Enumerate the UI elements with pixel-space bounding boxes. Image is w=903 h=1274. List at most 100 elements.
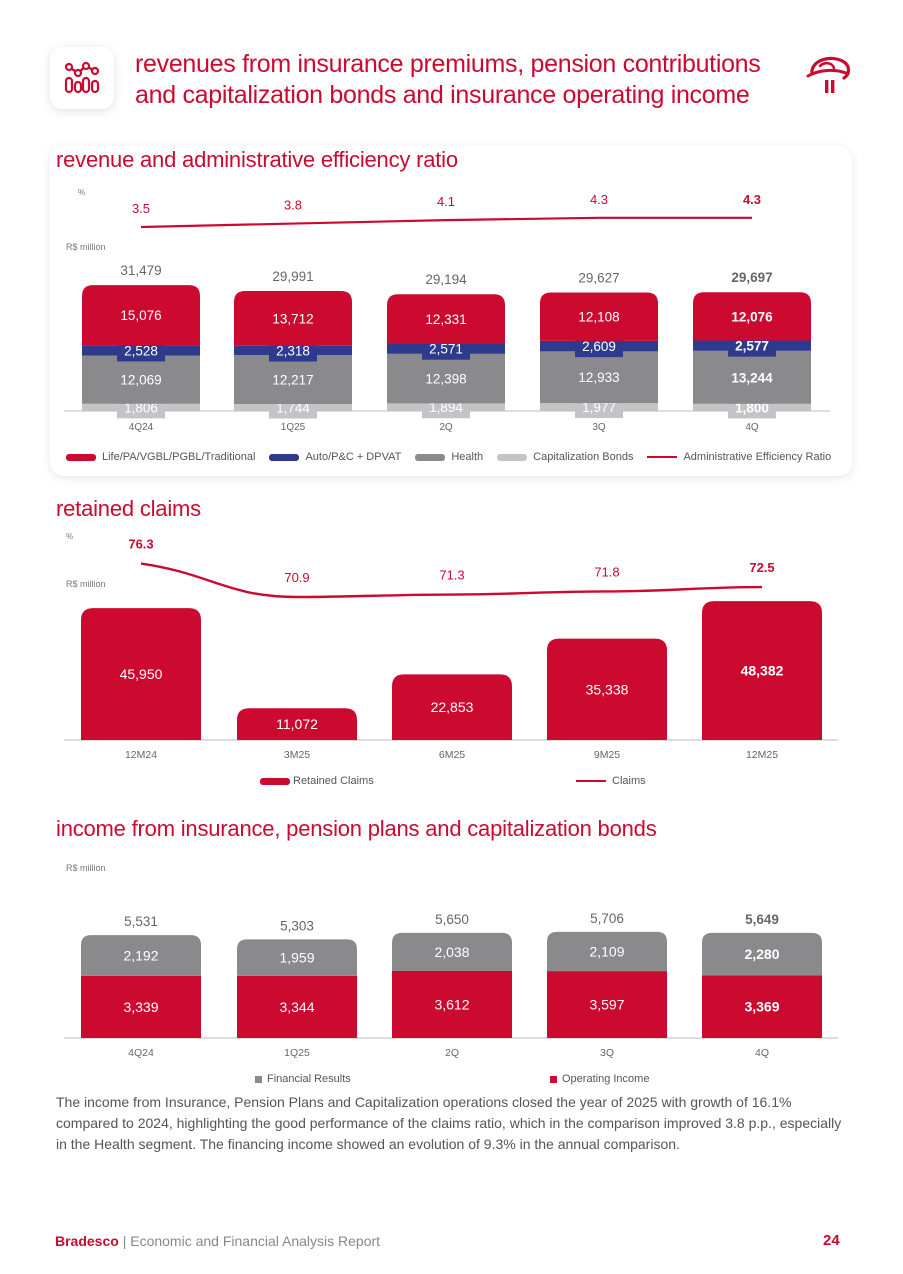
chart2-category-label: 9M25	[594, 749, 620, 761]
chart3-bar-segment	[237, 939, 357, 976]
chart1-segment-label: 12,108	[578, 310, 619, 325]
chart2-title: retained claims	[56, 496, 201, 521]
chart1-segment-label: 2,318	[276, 344, 310, 359]
footer-brand-name: Bradesco	[55, 1233, 119, 1249]
chart2-bar-label: 48,382	[741, 663, 784, 679]
chart3-category-label: 2Q	[445, 1047, 459, 1059]
chart2-bar-label: 35,338	[586, 681, 629, 697]
legend-swatch-auto	[269, 453, 300, 461]
chart3-bar-segment	[702, 932, 822, 976]
chart3-category-label: 4Q24	[128, 1047, 154, 1059]
chart1-efficiency-label: 4.3	[743, 192, 761, 207]
chart3-title: income from insurance, pension plans and…	[56, 816, 657, 841]
chart3-bar-segment	[547, 931, 667, 972]
chart1-efficiency-label: 3.8	[284, 198, 302, 213]
chart1-segment-label: 12,076	[731, 309, 773, 324]
legend-swatch-life	[66, 453, 96, 461]
chart1-bar-segment	[82, 285, 200, 346]
chart2-bar-unit: R$ million	[66, 579, 106, 589]
chart3-category-label: 1Q25	[284, 1047, 310, 1059]
chart1-total-label: 29,697	[731, 270, 772, 285]
legend-operating: Operating Income	[562, 1073, 650, 1085]
revenue-efficiency-chart: % R$ million 1,806 12,069 2,528 15,076 31,479 4…	[64, 188, 830, 433]
chart1-line-unit: %	[78, 188, 85, 197]
legend-health: Health	[451, 451, 484, 463]
legend-efficiency: Administrative Efficiency Ratio	[683, 451, 832, 463]
chart1-segment-label: 13,244	[731, 370, 773, 385]
chart3-total-label: 5,649	[745, 912, 779, 927]
chart2-bar	[547, 638, 667, 740]
retained-claims-chart: % R$ million 45,950 12M24 11,072 3M25 22,853 6M…	[64, 532, 838, 761]
chart2-claims-label: 72.5	[749, 560, 774, 575]
chart2-claims-label: 76.3	[128, 537, 153, 552]
chart3-total-label: 5,650	[435, 912, 469, 927]
chart2-bar	[237, 708, 357, 740]
footer-report-name: Economic and Financial Analysis Report	[130, 1233, 381, 1249]
legend-auto: Auto/P&C + DPVAT	[305, 451, 402, 463]
chart1-category-label: 3Q	[592, 422, 606, 433]
chart1-segment-label: 1,894	[429, 400, 463, 415]
chart1-segment-label: 12,933	[578, 370, 619, 385]
chart3-total-label: 5,531	[124, 914, 158, 929]
chart3-total-label: 5,303	[280, 918, 314, 933]
chart2-claims-label: 71.8	[594, 564, 619, 579]
chart1-efficiency-label: 4.1	[437, 194, 455, 209]
chart1-bar-segment	[693, 292, 811, 341]
chart1-legend: Life/PA/VGBL/PGBL/Traditional Auto/P&C +…	[66, 451, 831, 463]
chart3-segment-label: 2,038	[434, 944, 469, 960]
chart2-bar-label: 11,072	[276, 716, 318, 732]
chart2-category-label: 3M25	[284, 749, 310, 761]
chart1-total-label: 31,479	[120, 263, 161, 278]
chart1-total-label: 29,991	[272, 269, 313, 284]
chart3-bar-segment	[392, 932, 512, 971]
legend-claims: Claims	[612, 775, 646, 787]
chart3-bar-segment	[702, 975, 822, 1038]
chart3-bar-segment	[547, 971, 667, 1038]
chart1-bar-segment	[540, 292, 658, 341]
chart3-segment-label: 2,109	[589, 943, 624, 959]
chart2-category-label: 6M25	[439, 749, 465, 761]
chart3-total-label: 5,706	[590, 911, 624, 926]
chart3-bar-segment	[237, 975, 357, 1038]
chart1-bar-unit: R$ million	[66, 242, 106, 252]
chart1-segment-label: 12,398	[425, 372, 466, 387]
chart1-bar-segment	[234, 291, 352, 346]
chart1-category-label: 1Q25	[281, 422, 306, 433]
chart3-bar-segment	[392, 970, 512, 1038]
chart3-legend-financial: Financial Results	[255, 1073, 351, 1085]
chart1-segment-label: 12,069	[120, 373, 161, 388]
chart-icon	[64, 61, 100, 94]
chart1-bar-segment	[234, 355, 352, 405]
chart1-bar-segment	[387, 294, 505, 344]
bradesco-logo	[806, 56, 851, 93]
chart3-segment-label: 3,339	[123, 999, 158, 1015]
chart-icon-badge	[50, 47, 114, 109]
chart1-bar-segment	[82, 355, 200, 404]
chart2-legend-line: Claims	[576, 775, 646, 787]
chart1-bar-segment	[387, 353, 505, 404]
legend-swatch-operating	[550, 1075, 557, 1083]
chart2-claims-label: 71.3	[439, 568, 464, 583]
legend-financial: Financial Results	[267, 1073, 351, 1085]
chart3-legend-operating: Operating Income	[550, 1073, 649, 1085]
legend-retained: Retained Claims	[293, 775, 374, 787]
legend-swatch-financial	[255, 1075, 262, 1083]
chart1-segment-label: 1,744	[276, 401, 310, 416]
legend-life: Life/PA/VGBL/PGBL/Traditional	[102, 451, 256, 463]
chart3-segment-label: 3,369	[744, 999, 779, 1015]
chart1-total-label: 29,194	[425, 272, 467, 287]
page-title: revenues from insurance premiums, pensio…	[135, 50, 761, 109]
chart3-segment-label: 2,192	[123, 948, 158, 964]
legend-swatch-claims	[576, 780, 606, 782]
legend-swatch-retained	[260, 777, 290, 785]
chart3-category-label: 3Q	[600, 1047, 614, 1059]
chart1-segment-label: 2,609	[582, 339, 616, 354]
chart2-category-label: 12M24	[125, 749, 157, 761]
legend-swatch-efficiency	[647, 456, 678, 458]
chart1-segment-label: 13,712	[272, 311, 313, 326]
chart3-category-label: 4Q	[755, 1047, 769, 1059]
chart1-bar-segment	[693, 350, 811, 404]
chart1-segment-label: 2,528	[124, 343, 158, 358]
chart1-segment-label: 12,331	[425, 312, 466, 327]
chart1-segment-label: 2,577	[735, 339, 769, 354]
